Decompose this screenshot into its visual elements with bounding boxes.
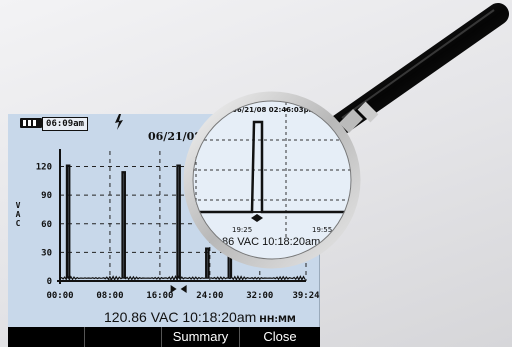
zoom-date: 06/21/08 02:46:03pm — [232, 106, 316, 114]
spike-mark — [205, 247, 210, 279]
trend-date: 06/21/08 — [148, 130, 202, 143]
zoom-tick-left: 19:25 — [232, 226, 252, 234]
clock-time: 06:09am — [42, 117, 88, 131]
time-unit-label: HH:MM — [259, 315, 296, 325]
x-tick-label: 00:00 — [46, 291, 73, 301]
x-tick-label: 24:00 — [196, 291, 223, 301]
hazard-icon — [115, 114, 123, 130]
y-axis-label: A — [16, 210, 21, 219]
cursor-arrows-icon — [170, 285, 187, 293]
y-tick-label: 30 — [41, 248, 52, 258]
status-bar: 06:09am — [8, 114, 320, 138]
spike-mark — [176, 164, 181, 279]
y-tick-label: 120 — [36, 163, 52, 173]
softkey-2[interactable] — [85, 327, 162, 347]
softkey-1[interactable] — [8, 327, 85, 347]
trend-chart: 120 90 60 30 0 00:00 08:00 16:00 24:00 32:00 39:24… — [16, 149, 320, 301]
magnifier-rim — [183, 91, 361, 269]
zoom-tick-right: 19:55 — [312, 226, 332, 234]
zoom-readout: 86 VAC 10:18:20am — [222, 236, 320, 248]
magnifier-handle — [327, 3, 509, 137]
cursor-readout: 120.86 VAC 10:18:20am HH:MM — [104, 309, 296, 325]
x-tick-label: 32:00 — [246, 291, 273, 301]
y-tick-label: 90 — [41, 191, 52, 201]
spike-mark — [65, 164, 71, 279]
y-tick-label: 0 — [47, 277, 52, 287]
x-tick-label: 16:00 — [146, 291, 173, 301]
zoom-cursor-icon — [251, 214, 263, 222]
y-axis-label: V — [16, 201, 21, 210]
baseline-trace — [59, 274, 306, 282]
cursor-value: 120.86 VAC 10:18:20am — [104, 309, 257, 325]
summary-button[interactable]: Summary — [162, 327, 240, 347]
softkey-bar: Summary Close — [8, 327, 320, 347]
y-tick-label: 60 — [41, 220, 52, 230]
y-axis-label: C — [16, 219, 21, 228]
x-tick-label: 08:00 — [96, 291, 123, 301]
x-tick-label: 39:24 — [292, 291, 320, 301]
spike-mark — [121, 171, 126, 279]
close-button[interactable]: Close — [263, 329, 297, 344]
